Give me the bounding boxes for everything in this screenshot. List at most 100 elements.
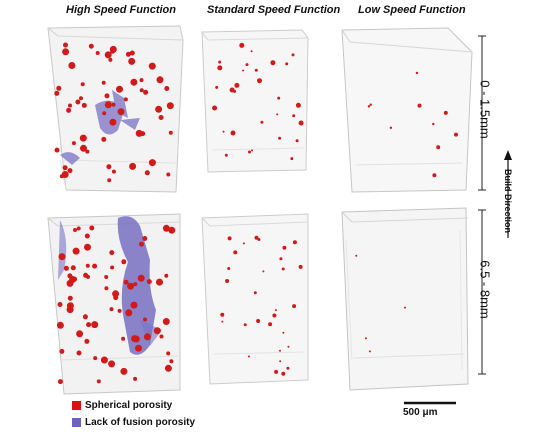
pore [286,366,290,370]
pore [254,235,259,240]
legend-swatch-purple [72,418,81,427]
pore [143,89,149,95]
pore [62,165,68,171]
legend-label: Lack of fusion porosity [85,417,196,428]
pore [262,270,265,273]
pore [164,273,169,278]
pore [84,243,91,251]
pore [144,170,150,176]
pore [404,306,406,309]
pore [432,122,435,126]
pore [56,85,62,91]
pore [217,65,223,71]
depth-bracket [478,35,486,375]
pore [369,103,372,106]
pore [89,225,95,231]
pore [279,257,283,261]
pore [85,263,90,268]
pore [70,265,76,271]
pore [233,250,238,255]
pore [139,88,144,93]
pore [57,379,63,385]
pore [285,62,289,66]
pore [229,87,235,93]
pore [243,323,247,327]
pore [105,52,110,57]
pore [257,78,262,84]
pore [155,105,163,113]
pore [432,173,437,178]
pore [292,240,297,245]
pore [73,228,77,232]
pore [104,286,109,291]
pore [135,344,142,352]
pore [218,60,222,64]
build-direction-arrow [504,150,512,238]
pore [287,345,290,348]
pore [355,254,358,257]
pore [86,274,90,279]
pore [295,102,301,108]
pore [80,82,85,87]
pore [153,327,161,335]
pore [169,359,174,364]
block-low-bottom [341,207,469,391]
pore [364,337,367,340]
pore [127,282,135,290]
pore [212,105,218,111]
pore [274,369,279,374]
build-direction-label: Build Direction [503,168,513,233]
pore [109,307,114,312]
pore [368,350,371,353]
pore [102,111,107,116]
pore [234,82,240,88]
legend-swatch-red [72,401,81,410]
pore [63,265,69,271]
pore [143,317,147,322]
pore [277,96,281,100]
pore [121,336,126,341]
pore [130,301,138,309]
pore [295,139,299,143]
pore [75,99,81,105]
pore [230,130,236,136]
pore [254,68,258,72]
pore [54,147,60,153]
pore [298,264,303,269]
pore [164,86,170,91]
pore [282,245,287,250]
pore [123,279,129,285]
pore [131,335,139,343]
pore [82,314,88,320]
pore [68,103,72,108]
pore [146,279,152,285]
pore [106,164,112,170]
pore [61,171,69,178]
pore [139,78,144,83]
pore [80,144,87,152]
pore [281,371,286,376]
pore [158,115,164,120]
pore [113,295,119,301]
pore [168,130,173,135]
pore [91,321,99,329]
pore [86,322,92,328]
pore [142,236,148,241]
pore [121,259,127,265]
pore [110,265,115,270]
pore [247,355,250,358]
pore [164,364,172,372]
spherical-pores [54,42,458,385]
pore [256,319,261,323]
pore [156,278,163,286]
pore [111,102,116,107]
pore [66,107,72,113]
pore [227,267,231,270]
pore [62,48,70,56]
column-title-standard: Standard Speed Function [207,4,341,16]
pore [104,93,110,99]
pore [108,57,113,62]
pore [71,141,76,146]
pore [56,321,64,329]
pore [272,313,277,318]
